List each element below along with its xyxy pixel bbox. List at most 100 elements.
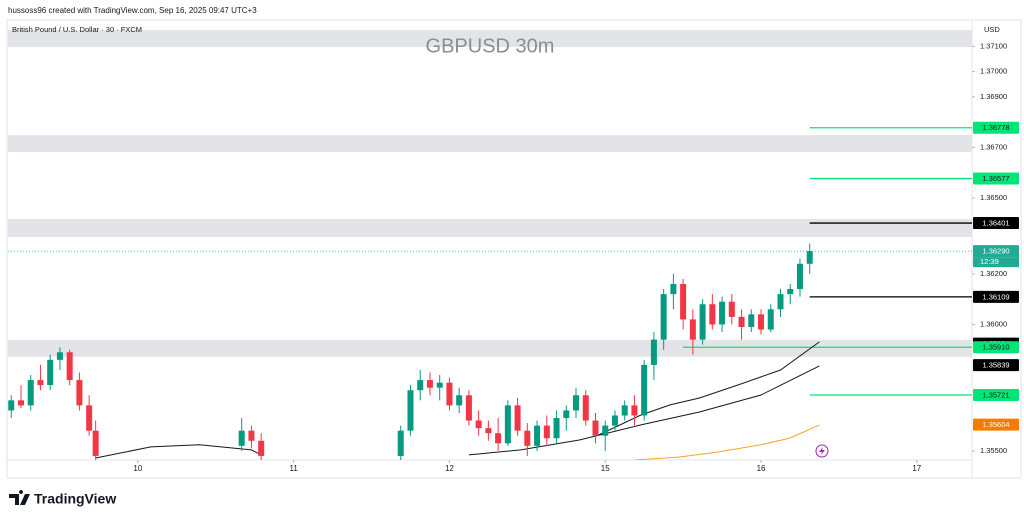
candle-body xyxy=(611,415,618,426)
candle-body xyxy=(248,430,255,441)
candle-body xyxy=(446,382,453,406)
price-tag xyxy=(973,217,1019,230)
moving-average xyxy=(95,365,820,459)
candle-body xyxy=(66,352,73,381)
candle-body xyxy=(602,425,609,436)
candle-body xyxy=(534,425,541,446)
x-tick-label: 15 xyxy=(601,464,610,473)
candle-body xyxy=(456,395,463,406)
candle-body xyxy=(660,294,667,340)
price-tag-label: 1.35604 xyxy=(982,420,1009,429)
candle-body xyxy=(514,405,521,431)
candle-body xyxy=(806,251,813,264)
candle-body xyxy=(27,380,34,406)
credit: hussoss96 created with TradingView.com, … xyxy=(8,6,257,15)
countdown-tag xyxy=(973,257,1019,268)
x-tick-label: 10 xyxy=(133,464,142,473)
logo-text: TradingView xyxy=(34,491,116,507)
candle-body xyxy=(738,316,745,327)
candle-body xyxy=(709,304,716,325)
candle-body xyxy=(631,405,638,416)
candle-body xyxy=(728,301,735,317)
price-tag xyxy=(973,389,1019,402)
x-tick-label: 17 xyxy=(912,464,921,473)
candle-body xyxy=(524,430,531,446)
zone xyxy=(8,30,972,48)
candle-body xyxy=(92,430,99,456)
candle-body xyxy=(504,405,511,444)
candle-body xyxy=(553,418,560,439)
candle-body xyxy=(258,440,265,456)
candle-body xyxy=(758,314,765,330)
candle-body xyxy=(47,359,54,386)
candle-body xyxy=(417,380,424,391)
candle-body xyxy=(485,428,492,434)
candle-body xyxy=(543,425,550,439)
candle-body xyxy=(748,314,755,327)
candle-body xyxy=(563,410,570,419)
price-tag-label: 1.36778 xyxy=(982,123,1009,132)
moving-average xyxy=(634,424,820,460)
candle-body xyxy=(582,395,589,421)
candle-body xyxy=(56,352,63,360)
price-tag-label: 1.36401 xyxy=(982,219,1009,228)
candle-body xyxy=(86,405,93,431)
symbol-title: British Pound / U.S. Dollar · 30 · FXCM xyxy=(12,25,142,34)
candle-body xyxy=(621,405,628,416)
logo: TradingView xyxy=(9,490,116,507)
candle-body xyxy=(719,301,726,325)
price-tag-label: 1.35721 xyxy=(982,390,1009,399)
watermark: GBPUSD 30m xyxy=(426,35,555,57)
price-tag xyxy=(973,359,1019,372)
candle-body xyxy=(670,284,677,295)
price-tag-label: 1.36109 xyxy=(982,292,1009,301)
event-icon-bolt xyxy=(819,447,825,455)
price-tag xyxy=(973,245,1019,258)
zone xyxy=(8,219,972,237)
candle-body xyxy=(796,263,803,290)
candle-body xyxy=(787,289,794,295)
chart-frame xyxy=(6,19,1022,479)
moving-average xyxy=(598,341,820,436)
event-icon[interactable] xyxy=(815,444,829,458)
price-tag xyxy=(973,341,1019,354)
y-tick-label: 1.36500 xyxy=(980,193,1007,202)
price-tag xyxy=(973,290,1019,303)
candle-body xyxy=(8,400,15,411)
candle-body xyxy=(641,364,648,416)
zone xyxy=(8,135,972,152)
x-tick-label: 11 xyxy=(289,464,298,473)
y-tick-label: 1.37000 xyxy=(980,67,1007,76)
candle-body xyxy=(777,294,784,310)
price-tag xyxy=(973,121,1019,134)
currency: USD xyxy=(984,25,1000,34)
x-tick-label: 12 xyxy=(445,464,454,473)
candle-body xyxy=(592,420,599,436)
x-tick-label: 16 xyxy=(757,464,766,473)
candle-body xyxy=(407,390,414,431)
candle-body xyxy=(699,304,706,340)
candle-body xyxy=(465,395,472,421)
logo-icon xyxy=(9,490,30,505)
candle-body xyxy=(238,430,245,446)
price-tag xyxy=(973,172,1019,185)
candle-body xyxy=(650,339,657,365)
candle-body xyxy=(37,380,44,386)
price-tag xyxy=(973,418,1019,431)
candle-body xyxy=(436,382,443,388)
candle-body xyxy=(426,380,433,388)
y-tick-label: 1.36900 xyxy=(980,92,1007,101)
candle-body xyxy=(767,309,774,330)
price-tag-label: 1.35839 xyxy=(982,361,1009,370)
candle-body xyxy=(76,380,83,406)
zone xyxy=(8,339,972,357)
y-tick-label: 1.37100 xyxy=(980,41,1007,50)
price-tag-label: 1.35910 xyxy=(982,343,1009,352)
price-tag-label: 1.36290 xyxy=(982,247,1009,256)
candle-body xyxy=(689,319,696,340)
candle-body xyxy=(680,284,687,320)
candle-body xyxy=(475,420,482,429)
y-tick-label: 1.36700 xyxy=(980,142,1007,151)
y-tick-label: 1.36200 xyxy=(980,269,1007,278)
